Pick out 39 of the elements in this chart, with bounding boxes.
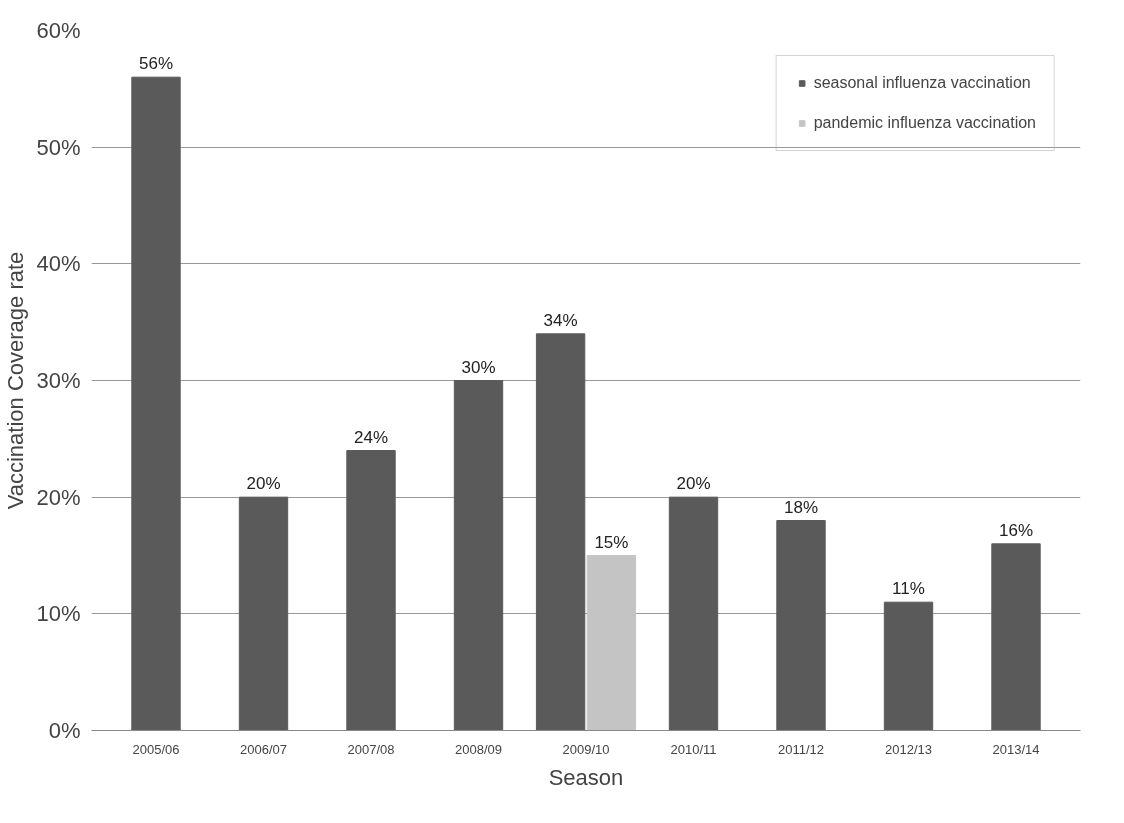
data-label: 24% — [353, 427, 389, 447]
x-axis-title: Season — [548, 764, 624, 790]
y-tick-label: 20% — [36, 484, 81, 510]
x-tick-label: 2008/09 — [455, 741, 502, 757]
data-label: 30% — [461, 357, 496, 377]
bar — [453, 380, 504, 731]
x-tick-label: 2011/12 — [777, 741, 825, 757]
y-tick-label: 10% — [36, 601, 81, 627]
y-axis-title: Vaccination Coverage rate — [3, 251, 29, 510]
y-tick-label: 40% — [36, 251, 81, 277]
x-tick-label: 2009/10 — [562, 741, 610, 757]
data-label: 16% — [998, 520, 1034, 540]
legend-label: pandemic influenza vaccination — [813, 114, 1036, 132]
y-tick-label: 30% — [36, 368, 81, 393]
data-label: 20% — [246, 474, 281, 494]
data-label: 20% — [676, 474, 711, 494]
y-tick-label: 0% — [48, 718, 81, 743]
x-tick-label: 2006/07 — [240, 741, 287, 757]
y-tick-label: 50% — [36, 134, 81, 160]
x-tick-label: 2007/08 — [347, 741, 395, 757]
data-label: 34% — [543, 310, 578, 330]
data-label: 15% — [594, 532, 629, 552]
bar — [991, 543, 1041, 731]
bar — [238, 496, 289, 731]
bar — [883, 601, 934, 731]
x-tick-label: 2005/06 — [132, 741, 180, 757]
x-tick-label: 2013/14 — [992, 741, 1040, 757]
bar — [586, 555, 637, 731]
bar — [346, 450, 396, 731]
y-tick-label: 60% — [36, 18, 81, 43]
data-label: 11% — [892, 579, 925, 599]
data-label: 18% — [783, 497, 819, 517]
x-tick-label: 2010/11 — [670, 741, 717, 757]
data-label: 56% — [138, 54, 174, 74]
bar — [131, 76, 181, 731]
legend-label: seasonal influenza vaccination — [813, 74, 1031, 92]
bar — [668, 496, 719, 731]
x-tick-label: 2012/13 — [885, 741, 932, 757]
bar — [776, 520, 826, 731]
